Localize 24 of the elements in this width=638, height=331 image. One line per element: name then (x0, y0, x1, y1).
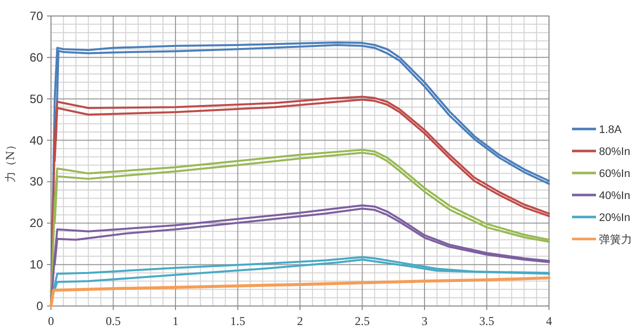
y-tick-label: 50 (30, 92, 44, 106)
legend-label: 1.8A (599, 124, 622, 136)
y-tick-label: 10 (30, 258, 44, 272)
x-tick-label: 3 (422, 314, 428, 328)
y-tick-label: 0 (36, 299, 44, 313)
x-tick-label: 2.5 (354, 314, 370, 328)
y-tick-label: 70 (30, 9, 44, 23)
legend-label: 80%In (599, 146, 630, 158)
legend-label: 60%In (599, 168, 630, 180)
x-tick-label: 2 (297, 314, 303, 328)
x-tick-label: 1.5 (230, 314, 246, 328)
y-tick-label: 60 (30, 50, 44, 64)
y-axis-title: 力（N） (4, 140, 17, 182)
x-tick-label: 1 (172, 314, 178, 328)
x-tick-label: 0 (48, 314, 54, 328)
legend-label: 弹簧力 (599, 233, 632, 246)
x-tick-label: 3.5 (479, 314, 494, 328)
y-tick-label: 20 (30, 216, 44, 230)
y-tick-label: 30 (30, 174, 44, 189)
x-tick-label: 4 (546, 314, 552, 328)
x-tick-label: 0.5 (106, 314, 121, 328)
legend-label: 20%In (599, 212, 630, 224)
y-tick-label: 40 (30, 133, 44, 148)
legend-label: 40%In (599, 190, 630, 202)
